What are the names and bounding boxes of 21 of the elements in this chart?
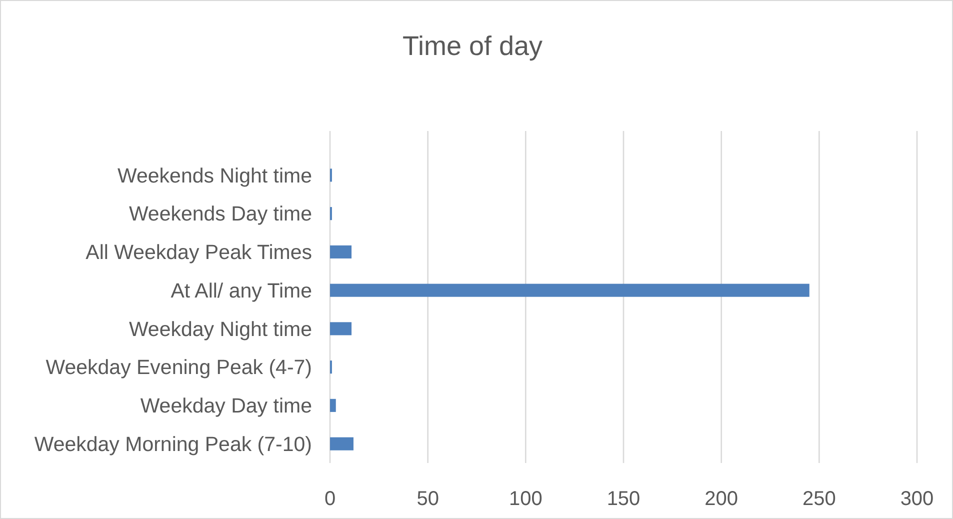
x-tick-label: 150 [606, 488, 640, 510]
y-tick-label: Weekday Evening Peak (4-7) [46, 356, 312, 380]
x-tick-label: 200 [704, 488, 738, 510]
y-tick-label: All Weekday Peak Times [86, 241, 312, 264]
bar [330, 284, 810, 297]
bar [330, 245, 352, 258]
y-tick-label: At All/ any Time [170, 279, 312, 302]
bar [330, 322, 352, 336]
x-tick-label: 250 [802, 488, 836, 510]
y-tick-label: Weekday Night time [128, 318, 312, 341]
x-tick-label: 300 [900, 488, 934, 510]
chart-title: Time of day [402, 31, 544, 61]
bar [330, 437, 354, 450]
x-tick-label: 0 [324, 488, 336, 510]
y-tick-label: Weekday Morning Peak (7-10) [34, 432, 312, 456]
x-tick-label: 100 [508, 488, 542, 510]
x-tick-label: 50 [416, 488, 439, 510]
y-tick-label: Weekends Day time [128, 202, 312, 226]
bar [330, 398, 336, 412]
y-tick-label: Weekends Night time [118, 164, 312, 188]
y-tick-label: Weekday Day time [140, 394, 312, 418]
